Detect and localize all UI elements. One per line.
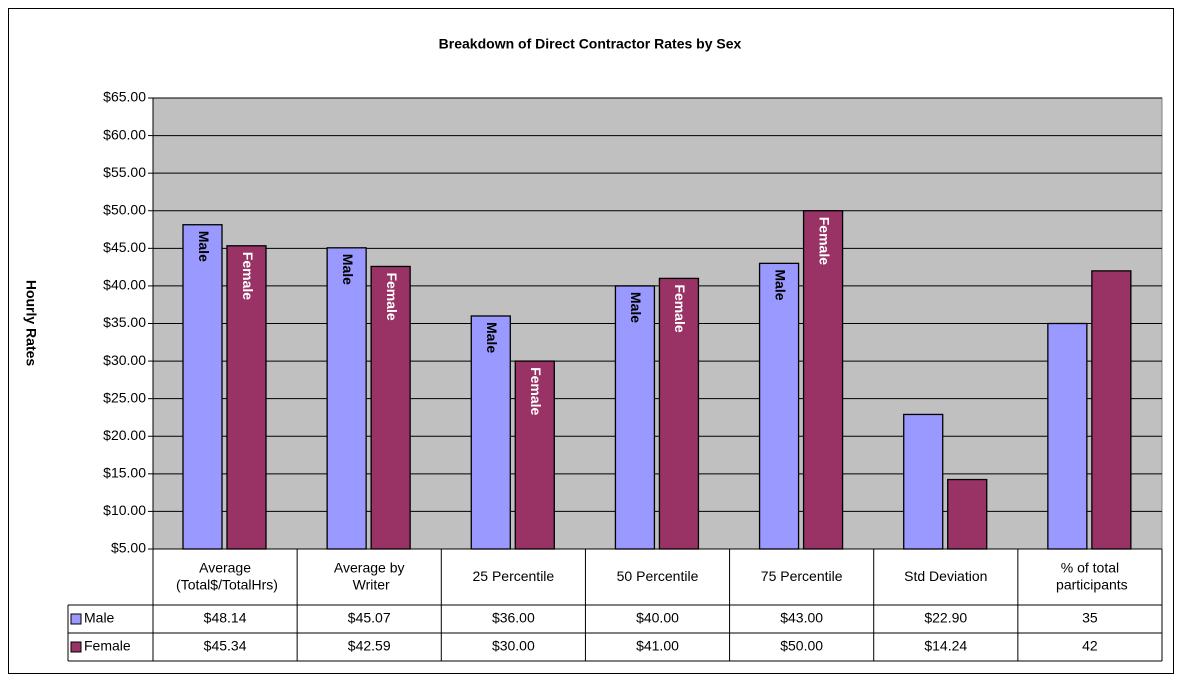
y-tick-label: $50.00 bbox=[103, 201, 146, 217]
bar bbox=[1091, 270, 1132, 550]
y-tick-label: $30.00 bbox=[103, 352, 146, 368]
bar bbox=[614, 285, 656, 550]
category-label: Average (Total$/TotalHrs) bbox=[172, 559, 278, 592]
y-tick-label: $55.00 bbox=[103, 164, 146, 180]
bar-label: Female bbox=[384, 272, 400, 320]
bar-label: Female bbox=[816, 217, 832, 265]
table-value: $22.90 bbox=[924, 610, 967, 626]
y-axis-title: Hourly Rates bbox=[23, 280, 39, 367]
bar bbox=[758, 262, 800, 550]
category-label: % of total participants bbox=[1052, 559, 1127, 592]
table-value: $43.00 bbox=[780, 610, 823, 626]
y-tick-label: $15.00 bbox=[103, 465, 146, 481]
bar bbox=[182, 224, 223, 550]
bar bbox=[802, 210, 844, 550]
y-tick-label: $5.00 bbox=[111, 540, 146, 556]
table-value: 42 bbox=[1082, 638, 1098, 654]
table-value: $42.59 bbox=[348, 638, 391, 654]
bar bbox=[1047, 322, 1088, 550]
table-value: $30.00 bbox=[492, 638, 535, 654]
bar-label: Male bbox=[772, 269, 788, 300]
category-label: 25 Percentile bbox=[472, 568, 554, 584]
bar bbox=[903, 413, 944, 550]
table-value: $14.24 bbox=[924, 638, 967, 654]
table-value: 35 bbox=[1082, 610, 1098, 626]
bar bbox=[370, 265, 411, 550]
bar bbox=[514, 360, 555, 550]
category-label: Average by Writer bbox=[334, 559, 405, 592]
category-label: 75 Percentile bbox=[761, 568, 843, 584]
y-tick-label: $10.00 bbox=[103, 502, 146, 518]
bar bbox=[658, 277, 700, 550]
legend-label: Female bbox=[84, 638, 131, 654]
bar-label: Male bbox=[484, 322, 500, 353]
table-value: $45.07 bbox=[348, 610, 391, 626]
table-value: $50.00 bbox=[780, 638, 823, 654]
y-tick-label: $45.00 bbox=[103, 239, 146, 255]
y-tick-label: $25.00 bbox=[103, 389, 146, 405]
bar-label: Female bbox=[528, 367, 544, 415]
bar bbox=[326, 247, 367, 550]
category-label: 50 Percentile bbox=[617, 568, 699, 584]
y-tick-label: $20.00 bbox=[103, 427, 146, 443]
bar bbox=[470, 315, 511, 550]
table-value: $40.00 bbox=[636, 610, 679, 626]
chart-title: Breakdown of Direct Contractor Rates by … bbox=[439, 36, 742, 52]
bar-label: Male bbox=[340, 254, 356, 285]
table-value: $41.00 bbox=[636, 638, 679, 654]
bar-label: Male bbox=[628, 292, 644, 323]
legend-key bbox=[70, 641, 82, 653]
category-label: Std Deviation bbox=[904, 568, 987, 584]
y-tick-label: $40.00 bbox=[103, 277, 146, 293]
y-tick-label: $65.00 bbox=[103, 89, 146, 105]
bar-label: Female bbox=[672, 284, 688, 332]
table-value: $45.34 bbox=[204, 638, 247, 654]
legend-label: Male bbox=[84, 610, 115, 626]
y-tick-label: $60.00 bbox=[103, 126, 146, 142]
table-value: $36.00 bbox=[492, 610, 535, 626]
table-value: $48.14 bbox=[204, 610, 247, 626]
bar bbox=[226, 245, 267, 550]
bar-label: Male bbox=[196, 231, 212, 262]
bar bbox=[947, 478, 988, 550]
bar-label: Female bbox=[240, 252, 256, 300]
legend-key bbox=[70, 613, 82, 625]
y-tick-label: $35.00 bbox=[103, 314, 146, 330]
